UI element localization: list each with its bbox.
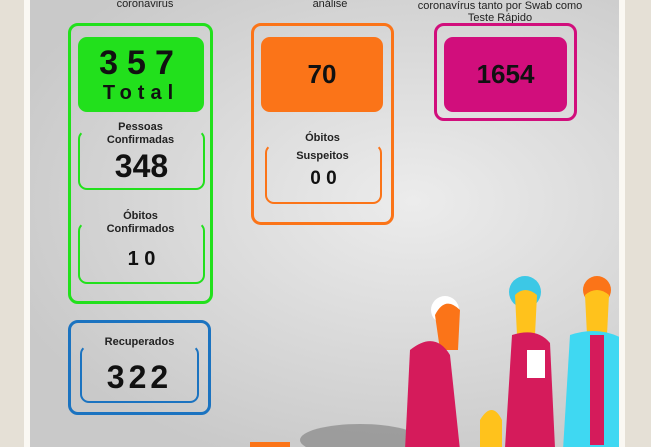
label-line: Confirmadas [106, 134, 175, 146]
deaths-suspected-box: 0 0 [265, 144, 382, 204]
caption-tests: coronavírus tanto por Swab como Teste Ráp… [390, 0, 610, 24]
confirmed-box: 348 [78, 130, 205, 190]
label-line: Confirmados [106, 223, 175, 235]
bulletin-poster: coronavirus análise coronavírus tanto po… [24, 0, 625, 447]
caption-line: coronavírus tanto por Swab como [417, 0, 583, 12]
deaths-suspected-label: Óbitos Suspeitos [254, 129, 391, 165]
label-line: Pessoas [118, 121, 163, 133]
label-line: Óbitos [305, 132, 340, 144]
total-box: 357 Total [78, 37, 204, 112]
tests-panel: 1654 [434, 23, 577, 121]
confirmed-label: Pessoas Confirmadas [71, 121, 210, 147]
caption-line: Teste Rápido [467, 12, 533, 24]
deaths-confirmed-label: Óbitos Confirmados [71, 210, 210, 236]
deaths-suspected-value: 0 0 [310, 168, 337, 189]
deaths-confirmed-box: 1 0 [78, 222, 205, 284]
recovered-label: Recuperados [104, 336, 175, 348]
analysis-box: 70 [261, 37, 383, 112]
people-illustration [250, 276, 619, 447]
caption-confirmed: coronavirus [116, 0, 174, 10]
total-value: 357 [99, 43, 183, 82]
recovered-value: 322 [106, 359, 173, 395]
deaths-confirmed-value: 1 0 [127, 248, 156, 270]
label-line: Suspeitos [296, 150, 349, 162]
bulletin-infographic: coronavirus análise coronavírus tanto po… [30, 0, 619, 447]
analysis-panel: 70 Óbitos Suspeitos 0 0 [251, 23, 394, 225]
tests-value: 1654 [476, 59, 535, 89]
tests-box: 1654 [444, 37, 567, 112]
caption-analysis: análise [312, 0, 348, 10]
total-label: Total [102, 81, 180, 104]
recovered-panel: Recuperados 322 [68, 320, 211, 415]
analysis-value: 70 [307, 59, 337, 89]
label-line: Óbitos [123, 210, 158, 222]
confirmed-value: 348 [114, 148, 169, 184]
recovered-box: 322 [80, 345, 199, 403]
confirmed-panel: 357 Total Pessoas Confirmadas 348 Óbitos C… [68, 23, 213, 304]
